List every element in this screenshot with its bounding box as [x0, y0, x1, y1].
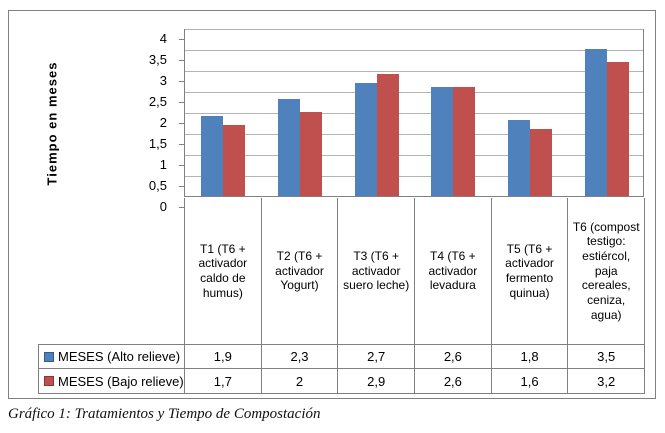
table-value: 2,9	[338, 369, 416, 393]
y-tick-mark	[179, 186, 184, 187]
y-tick-mark	[179, 123, 184, 124]
bar-series2-cat3	[377, 74, 399, 196]
table-row: MESES (Alto relieve) 1,9 2,3 2,7 2,6 1,8 3,5	[39, 345, 644, 369]
legend-cell: MESES (Alto relieve)	[39, 345, 185, 368]
bar-series1-cat6	[585, 49, 607, 196]
gridline	[185, 29, 643, 30]
category-label: T2 (T6 + activador Yogurt)	[262, 198, 339, 344]
gridline	[185, 113, 643, 114]
y-tick-mark	[179, 81, 184, 82]
table-value: 1,7	[185, 369, 262, 393]
bar-series1-cat3	[355, 83, 377, 196]
gridline	[185, 50, 643, 51]
y-tick-label: 0,5	[148, 178, 167, 193]
y-tick-label: 1,5	[148, 136, 167, 151]
data-table: MESES (Alto relieve) 1,9 2,3 2,7 2,6 1,8 3,5 ME…	[38, 344, 645, 394]
y-tick-mark	[179, 144, 184, 145]
category-label: T6 (compost testigo: estiércol, paja cer…	[568, 198, 646, 344]
bar-series2-cat6	[607, 62, 629, 196]
table-value: 3,2	[597, 373, 616, 389]
y-axis-title-wrap: Tiempo en meses	[22, 39, 82, 207]
category-axis: T1 (T6 + activador caldo de humus) T2 (T6…	[184, 198, 646, 344]
y-tick-mark	[179, 165, 184, 166]
y-tick-mark	[179, 60, 184, 61]
table-value: 2,3	[262, 345, 339, 368]
table-value: 2	[262, 369, 339, 393]
y-tick-label: 3	[159, 73, 167, 88]
series-name: MESES (Alto relieve)	[58, 349, 181, 364]
legend-key-icon	[44, 351, 54, 362]
bar-series2-cat4	[453, 87, 475, 196]
y-tick-label: 0	[159, 199, 167, 214]
table-value: 1,9	[185, 345, 262, 368]
y-axis-title: Tiempo en meses	[44, 61, 60, 185]
chart-caption: Gráfico 1: Tratamientos y Tiempo de Comp…	[8, 406, 321, 422]
category-label: T4 (T6 + activador levadura	[415, 198, 492, 344]
table-row: MESES (Bajo relieve) 1,7 2 2,9 2,6 1,6 3,2	[39, 369, 644, 393]
bar-series2-cat1	[223, 125, 245, 196]
y-tick-label: 4	[159, 31, 167, 46]
y-tick-mark	[179, 39, 184, 40]
table-value: 3,5	[597, 349, 616, 364]
series-name: MESES (Bajo relieve)	[58, 373, 184, 389]
chart-frame: Tiempo en meses 4 3,5 3 2,5 2 1,5 1 0,5 0 T1 (T6…	[8, 10, 656, 399]
table-value: 2,6	[415, 345, 492, 368]
category-label: T3 (T6 + activador suero leche)	[338, 198, 416, 344]
y-tick-label: 3,5	[148, 52, 167, 67]
y-tick-label: 2,5	[148, 94, 167, 109]
legend-cell: MESES (Bajo relieve)	[39, 369, 185, 393]
category-label: T5 (T6 + activador fermento quinua)	[492, 198, 569, 344]
gridline	[185, 71, 643, 72]
gridline	[185, 92, 643, 93]
bar-series2-cat2	[300, 112, 322, 196]
table-value: 2,7	[338, 345, 416, 368]
gridline	[185, 155, 643, 156]
bar-series1-cat4	[431, 87, 453, 196]
table-value: 2,6	[415, 369, 492, 393]
table-value: 1,6	[492, 369, 569, 393]
table-value: 1,8	[492, 345, 569, 368]
plot-area	[184, 29, 644, 197]
y-tick-mark	[179, 102, 184, 103]
gridline	[185, 134, 643, 135]
bar-series1-cat5	[508, 120, 530, 196]
legend-key-icon	[44, 376, 54, 386]
y-tick-label: 2	[159, 115, 167, 130]
y-tick-label: 1	[159, 157, 167, 172]
y-tick-mark	[179, 207, 184, 208]
bar-series1-cat1	[201, 116, 223, 196]
gridline	[185, 176, 643, 177]
category-label: T1 (T6 + activador caldo de humus)	[185, 198, 262, 344]
bar-series1-cat2	[278, 99, 300, 196]
bar-series2-cat5	[530, 129, 552, 196]
